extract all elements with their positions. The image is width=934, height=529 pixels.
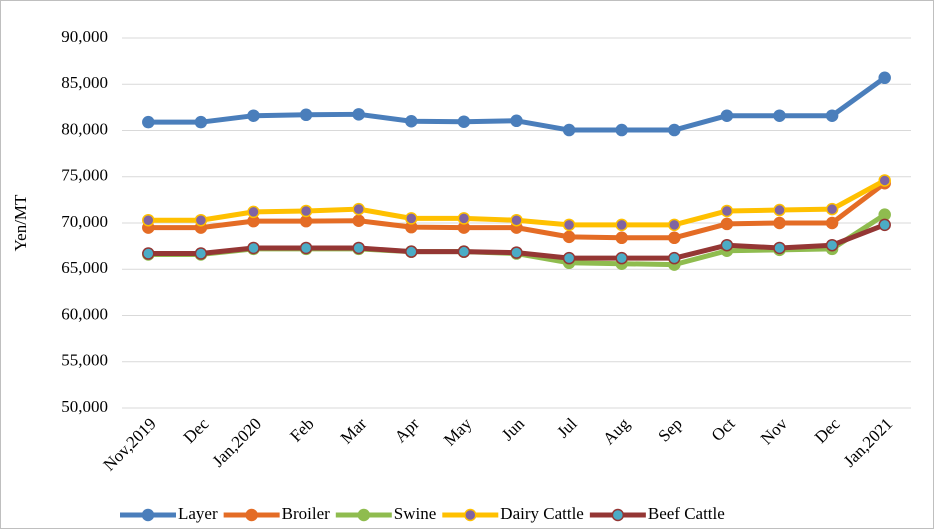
- data-point: [405, 115, 418, 128]
- y-tick-label: 75,000: [61, 166, 108, 185]
- data-point: [878, 174, 891, 187]
- y-tick-label: 50,000: [61, 397, 108, 416]
- data-point: [825, 216, 839, 230]
- data-point: [773, 241, 786, 255]
- data-point: [668, 251, 681, 265]
- data-point: [668, 231, 681, 245]
- data-point: [142, 115, 155, 129]
- data-point: [773, 216, 786, 230]
- data-point: [352, 241, 365, 255]
- data-point: [878, 208, 891, 221]
- data-point: [562, 218, 576, 232]
- data-point: [247, 241, 260, 255]
- data-point: [825, 202, 839, 216]
- data-point: [299, 241, 313, 255]
- data-point: [615, 231, 628, 245]
- y-tick-label: 65,000: [61, 258, 108, 277]
- data-point: [457, 212, 471, 225]
- data-point: [405, 245, 418, 258]
- legend-label: Dairy Cattle: [500, 504, 584, 523]
- legend-label: Layer: [178, 504, 218, 523]
- data-point: [562, 230, 576, 244]
- legend-marker: [464, 508, 477, 522]
- data-point: [615, 218, 628, 232]
- data-point: [878, 218, 891, 232]
- data-point: [352, 214, 365, 227]
- data-point: [299, 204, 313, 218]
- data-point: [194, 247, 208, 260]
- data-point: [352, 108, 365, 121]
- y-axis-label: Yen/MT: [11, 194, 30, 251]
- data-point: [352, 202, 365, 216]
- y-tick-label: 55,000: [61, 351, 108, 370]
- data-point: [142, 213, 155, 227]
- data-point: [510, 213, 523, 227]
- data-point: [194, 115, 208, 129]
- legend-marker: [141, 508, 155, 522]
- data-point: [720, 238, 734, 252]
- data-point: [720, 109, 734, 122]
- data-point: [668, 123, 681, 137]
- y-tick-label: 60,000: [61, 304, 108, 323]
- legend-marker: [245, 508, 258, 522]
- data-point: [457, 115, 471, 128]
- legend-marker: [357, 508, 371, 522]
- data-point: [562, 123, 576, 137]
- data-point: [562, 251, 576, 265]
- y-tick-label: 90,000: [61, 27, 108, 46]
- legend-label: Beef Cattle: [648, 504, 725, 523]
- data-point: [878, 71, 891, 85]
- data-point: [615, 123, 628, 137]
- data-point: [405, 212, 418, 225]
- data-point: [720, 204, 734, 218]
- data-point: [773, 203, 786, 217]
- data-point: [615, 251, 628, 265]
- data-point: [773, 109, 786, 122]
- data-point: [720, 217, 734, 231]
- y-tick-label: 70,000: [61, 212, 108, 231]
- data-point: [247, 109, 260, 122]
- data-point: [142, 247, 155, 260]
- data-point: [825, 238, 839, 252]
- legend-marker: [611, 508, 625, 522]
- data-point: [510, 114, 523, 128]
- data-point: [247, 205, 260, 219]
- data-point: [299, 214, 313, 228]
- data-point: [457, 245, 471, 258]
- y-tick-label: 80,000: [61, 119, 108, 138]
- data-point: [299, 108, 313, 122]
- data-point: [510, 246, 523, 259]
- legend-label: Broiler: [282, 504, 330, 523]
- y-tick-label: 85,000: [61, 73, 108, 92]
- data-point: [668, 218, 681, 232]
- data-point: [194, 213, 208, 227]
- legend-label: Swine: [394, 504, 437, 523]
- data-point: [825, 109, 839, 122]
